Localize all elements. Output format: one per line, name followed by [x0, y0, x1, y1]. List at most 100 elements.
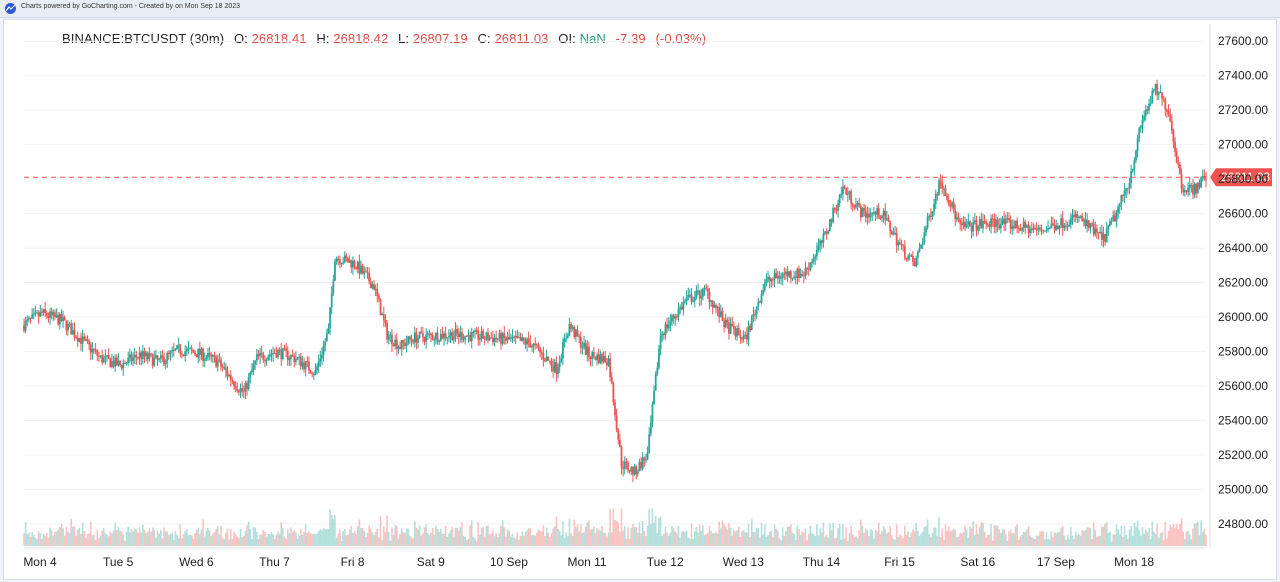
volume-bar	[873, 538, 875, 546]
volume-bar	[1057, 532, 1059, 546]
volume-bar	[251, 539, 253, 546]
candle-body	[41, 311, 43, 313]
volume-bar	[763, 524, 766, 546]
volume-bar	[59, 527, 61, 546]
volume-bar	[26, 533, 29, 546]
candle-body	[741, 338, 743, 340]
candle-body	[770, 279, 773, 282]
volume-bar	[798, 528, 800, 546]
volume-bar	[226, 528, 229, 546]
volume-bar	[542, 525, 545, 546]
volume-bar	[739, 536, 742, 546]
volume-bar	[146, 531, 149, 546]
volume-bar	[410, 537, 413, 546]
candle-body	[677, 309, 680, 317]
volume-bar	[205, 530, 208, 546]
volume-bar	[428, 534, 431, 546]
volume-bar	[286, 529, 289, 546]
volume-bar	[1130, 526, 1132, 546]
candle-body	[788, 271, 791, 277]
volume-bar	[685, 530, 688, 546]
candle-body	[132, 357, 134, 362]
candle-body	[726, 319, 729, 323]
candle-body	[815, 250, 818, 257]
volume-bar	[786, 526, 789, 546]
volume-bar	[36, 538, 38, 546]
volume-bar	[389, 540, 392, 546]
time-tick-label: Sat 16	[960, 555, 995, 569]
volume-bar	[1201, 531, 1204, 546]
candle-body	[969, 221, 971, 226]
time-axis[interactable]: Mon 4 Tue 5 Wed 6 Thu 7 Fri 8 Sat 9 10 Sep Mon …	[23, 547, 1206, 569]
candle-body	[1159, 92, 1162, 94]
candle-body	[294, 358, 297, 362]
candle-body	[535, 344, 538, 346]
candle-body	[576, 329, 579, 337]
candle-body	[1133, 160, 1136, 169]
volume-bar	[1203, 528, 1206, 546]
volume-bar	[1120, 525, 1123, 546]
volume-bar	[150, 531, 152, 546]
candle-body	[894, 232, 896, 234]
volume-bar	[920, 533, 922, 546]
volume-bar	[212, 533, 214, 546]
candle-body	[970, 225, 973, 232]
volume-bar	[335, 538, 338, 546]
volume-bar	[886, 533, 888, 546]
candle-body	[604, 356, 607, 363]
volume-bar	[985, 537, 988, 546]
volume-bar	[366, 532, 369, 546]
volume-bar	[73, 526, 76, 546]
candle-body	[62, 317, 64, 321]
volume-bar	[493, 536, 496, 546]
candle-body	[723, 321, 725, 328]
candle-body	[29, 317, 32, 319]
candle-body	[487, 332, 489, 341]
candle-body	[1146, 109, 1149, 111]
time-tick-label: Mon 11	[567, 555, 606, 569]
candle-body	[27, 317, 30, 320]
candle-body	[895, 232, 898, 246]
volume-bar	[733, 529, 735, 546]
candle-body	[23, 325, 25, 331]
time-tick-label: Thu 14	[803, 555, 841, 569]
volume-bar	[1136, 520, 1139, 546]
volume-bar	[369, 528, 372, 546]
volume-bar	[459, 527, 462, 546]
volume-bar	[1190, 539, 1193, 546]
chart-panel[interactable]	[3, 19, 1277, 580]
volume-bar	[506, 529, 509, 546]
volume-bar	[936, 536, 939, 546]
candle-body	[306, 361, 309, 363]
volume-bar	[876, 531, 878, 546]
candle-body	[864, 211, 867, 218]
candle-body	[807, 268, 810, 270]
candle-body	[1153, 89, 1155, 92]
gocharting-logo-icon	[5, 3, 16, 14]
candle-body	[205, 357, 208, 360]
volume-bar	[202, 518, 204, 546]
candle-body	[744, 334, 747, 337]
candle-body	[37, 312, 40, 317]
volume-bar	[85, 537, 87, 546]
candle-body	[522, 337, 525, 341]
candle-body	[379, 299, 382, 316]
volume-bar	[1102, 527, 1105, 546]
volume-bar	[850, 525, 852, 546]
candle-body	[736, 328, 739, 337]
volume-bar	[755, 527, 758, 546]
volume-bar	[941, 528, 944, 546]
volume-bar	[718, 521, 720, 546]
volume-bar	[1052, 537, 1054, 546]
volume-bar	[39, 533, 42, 546]
candle-body	[890, 231, 893, 235]
price-axis[interactable]: 24800.0025000.0025200.0025400.0025600.00…	[1209, 24, 1268, 548]
candle-body	[638, 461, 641, 472]
volume-bar	[536, 532, 538, 546]
candle-body	[630, 467, 633, 472]
candle-body	[1063, 225, 1066, 229]
volume-bar	[773, 524, 776, 546]
volume-bar	[651, 508, 654, 546]
volume-bar	[86, 533, 89, 546]
candle-body	[592, 352, 595, 357]
